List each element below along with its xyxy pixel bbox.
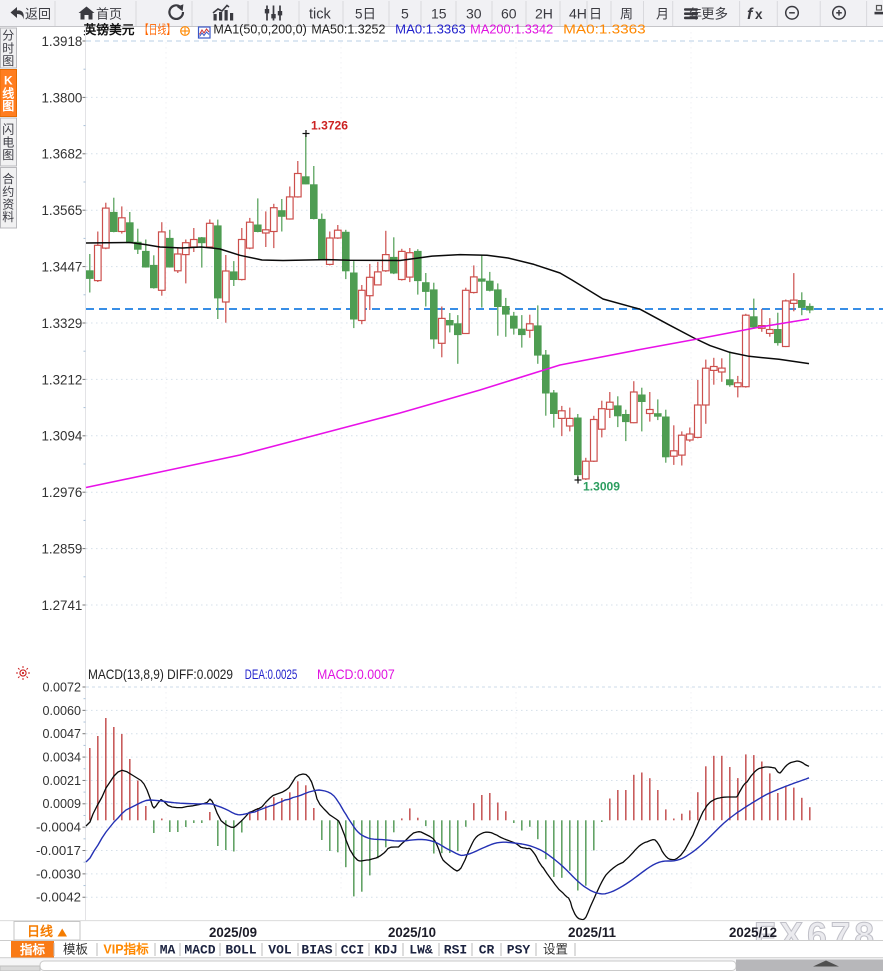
svg-text:2025/10: 2025/10 xyxy=(388,925,436,940)
svg-text:日: 日 xyxy=(589,7,602,22)
svg-text:英镑美元: 英镑美元 xyxy=(84,22,135,37)
svg-text:料: 料 xyxy=(2,210,14,224)
svg-text:2025/11: 2025/11 xyxy=(568,925,616,940)
svg-text:0.0060: 0.0060 xyxy=(43,704,82,718)
svg-text:-0.0030: -0.0030 xyxy=(36,867,81,881)
svg-text:指标: 指标 xyxy=(20,942,46,957)
svg-text:30: 30 xyxy=(466,6,482,22)
svg-text:-0.0042: -0.0042 xyxy=(36,891,81,905)
svg-text:线: 线 xyxy=(2,85,14,100)
svg-text:CR: CR xyxy=(479,943,495,958)
svg-text:1.3565: 1.3565 xyxy=(42,202,83,218)
svg-text:资: 资 xyxy=(2,197,14,211)
svg-text:x: x xyxy=(755,7,763,22)
svg-text:KDJ: KDJ xyxy=(374,943,397,958)
svg-text:PSY: PSY xyxy=(507,943,531,958)
svg-text:MA0:1.3363: MA0:1.3363 xyxy=(395,23,466,37)
svg-text:1.3726: 1.3726 xyxy=(311,119,348,133)
svg-text:MA200:1.3342: MA200:1.3342 xyxy=(470,23,553,37)
svg-text:15: 15 xyxy=(431,6,447,22)
svg-text:0.0009: 0.0009 xyxy=(43,797,82,811)
svg-text:周: 周 xyxy=(620,7,633,22)
svg-text:1.2976: 1.2976 xyxy=(42,484,83,500)
svg-text:1.3447: 1.3447 xyxy=(42,259,83,275)
svg-text:DEA:0.0025: DEA:0.0025 xyxy=(245,666,298,682)
svg-text:图: 图 xyxy=(2,99,14,113)
svg-text:CCI: CCI xyxy=(341,943,364,958)
svg-text:日线: 日线 xyxy=(27,924,53,939)
svg-text:1.3329: 1.3329 xyxy=(42,315,83,331)
svg-text:K: K xyxy=(4,74,13,88)
svg-text:1.3918: 1.3918 xyxy=(42,33,83,49)
svg-text:2025/12: 2025/12 xyxy=(729,925,777,940)
svg-text:MA50:1.3252: MA50:1.3252 xyxy=(311,23,385,37)
svg-text:设置: 设置 xyxy=(543,942,568,957)
svg-text:MA0:1.3363: MA0:1.3363 xyxy=(563,23,646,37)
svg-text:-0.0004: -0.0004 xyxy=(36,821,81,835)
svg-text:MA1(50,0,200,0): MA1(50,0,200,0) xyxy=(213,23,306,37)
svg-text:0.0072: 0.0072 xyxy=(43,680,82,694)
svg-text:MACD: MACD xyxy=(184,943,215,958)
svg-text:电: 电 xyxy=(2,135,14,149)
svg-text:1.3009: 1.3009 xyxy=(583,480,620,494)
svg-text:4H: 4H xyxy=(569,6,587,22)
svg-text:tick: tick xyxy=(309,7,332,23)
svg-text:60: 60 xyxy=(501,6,517,22)
svg-text:LW&: LW& xyxy=(409,943,433,958)
svg-text:【日线】: 【日线】 xyxy=(140,23,176,37)
svg-text:1.3094: 1.3094 xyxy=(42,428,83,444)
svg-text:MACD(13,8,9) DIFF:0.0029: MACD(13,8,9) DIFF:0.0029 xyxy=(88,666,233,682)
svg-text:0.0034: 0.0034 xyxy=(43,750,82,764)
svg-text:VIP指标: VIP指标 xyxy=(103,942,149,957)
svg-text:约: 约 xyxy=(2,184,14,199)
svg-text:1.2859: 1.2859 xyxy=(42,541,83,557)
svg-text:1.2741: 1.2741 xyxy=(42,597,83,613)
svg-text:5日: 5日 xyxy=(355,7,376,22)
svg-text:BIAS: BIAS xyxy=(301,943,332,958)
svg-text:-0.0017: -0.0017 xyxy=(36,844,81,858)
svg-text:MACD:0.0007: MACD:0.0007 xyxy=(317,666,395,682)
svg-text:RSI: RSI xyxy=(444,943,467,958)
svg-text:5: 5 xyxy=(401,6,409,22)
svg-text:模板: 模板 xyxy=(63,943,89,957)
svg-text:更多: 更多 xyxy=(701,6,728,22)
svg-text:首页: 首页 xyxy=(96,7,122,22)
svg-text:BOLL: BOLL xyxy=(225,943,256,958)
svg-text:f: f xyxy=(747,6,754,23)
svg-text:图: 图 xyxy=(2,54,14,68)
svg-text:闪: 闪 xyxy=(2,123,14,137)
svg-text:1.3212: 1.3212 xyxy=(42,371,83,387)
svg-text:1.3682: 1.3682 xyxy=(42,146,83,162)
svg-text:时: 时 xyxy=(2,41,14,55)
svg-text:返回: 返回 xyxy=(25,7,51,22)
svg-text:2025/09: 2025/09 xyxy=(209,925,257,940)
svg-text:0.0047: 0.0047 xyxy=(43,727,82,741)
svg-text:MA: MA xyxy=(160,943,176,958)
svg-text:2H: 2H xyxy=(535,6,553,22)
svg-text:0.0021: 0.0021 xyxy=(43,774,82,788)
svg-text:月: 月 xyxy=(656,7,669,22)
svg-text:VOL: VOL xyxy=(268,943,292,958)
svg-text:1.3800: 1.3800 xyxy=(42,89,83,105)
svg-text:合: 合 xyxy=(2,171,14,186)
svg-text:分: 分 xyxy=(2,29,14,43)
svg-text:图: 图 xyxy=(2,148,14,162)
